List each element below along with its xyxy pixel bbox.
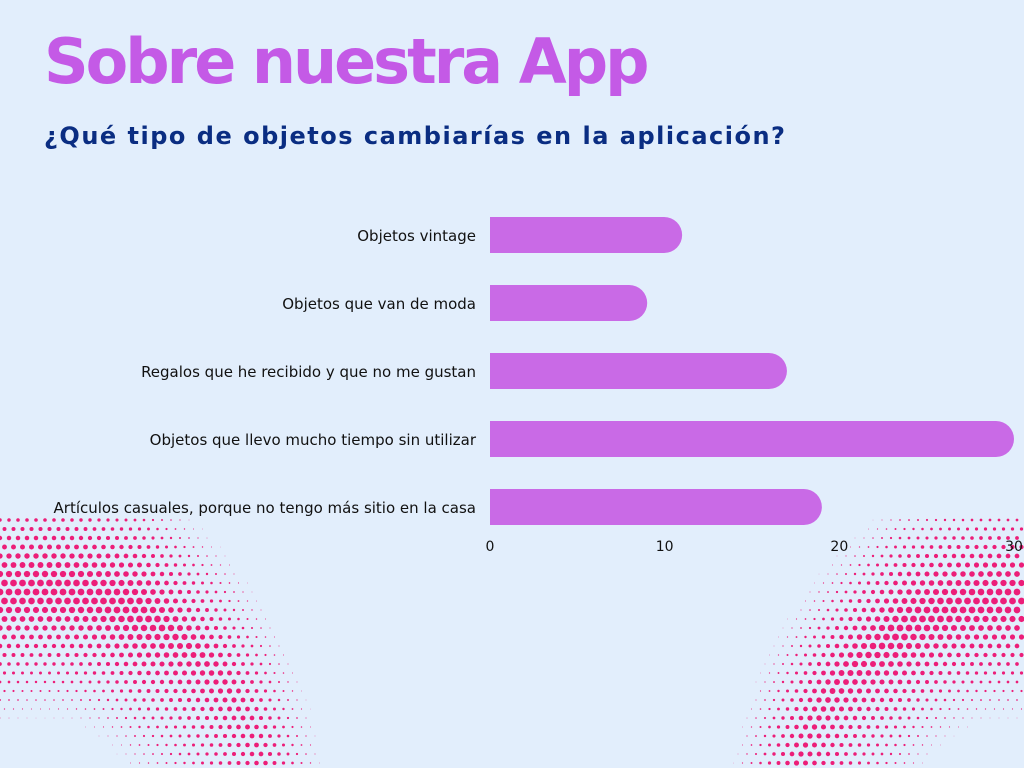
bar bbox=[490, 421, 1014, 457]
category-label: Objetos que llevo mucho tiempo sin utili… bbox=[150, 431, 477, 449]
x-tick-label: 30 bbox=[1005, 539, 1023, 555]
bar bbox=[490, 353, 787, 389]
page-subtitle: ¿Qué tipo de objetos cambiarías en la ap… bbox=[44, 122, 787, 150]
category-label: Objetos vintage bbox=[357, 227, 476, 245]
bars bbox=[490, 217, 1014, 525]
bar bbox=[490, 285, 648, 321]
x-tick-label: 0 bbox=[486, 539, 495, 555]
category-labels: Objetos vintage Objetos que van de moda Re… bbox=[54, 227, 477, 517]
category-label: Objetos que van de moda bbox=[282, 295, 476, 313]
x-tick-label: 20 bbox=[830, 539, 848, 555]
x-axis-tick-labels: 0 10 20 30 bbox=[486, 539, 1023, 555]
bar bbox=[490, 489, 822, 525]
page-title: Sobre nuestra App bbox=[44, 25, 649, 98]
bar bbox=[490, 217, 683, 253]
category-label: Artículos casuales, porque no tengo más … bbox=[54, 499, 476, 517]
category-label: Regalos que he recibido y que no me gust… bbox=[141, 363, 476, 381]
x-tick-label: 10 bbox=[656, 539, 674, 555]
